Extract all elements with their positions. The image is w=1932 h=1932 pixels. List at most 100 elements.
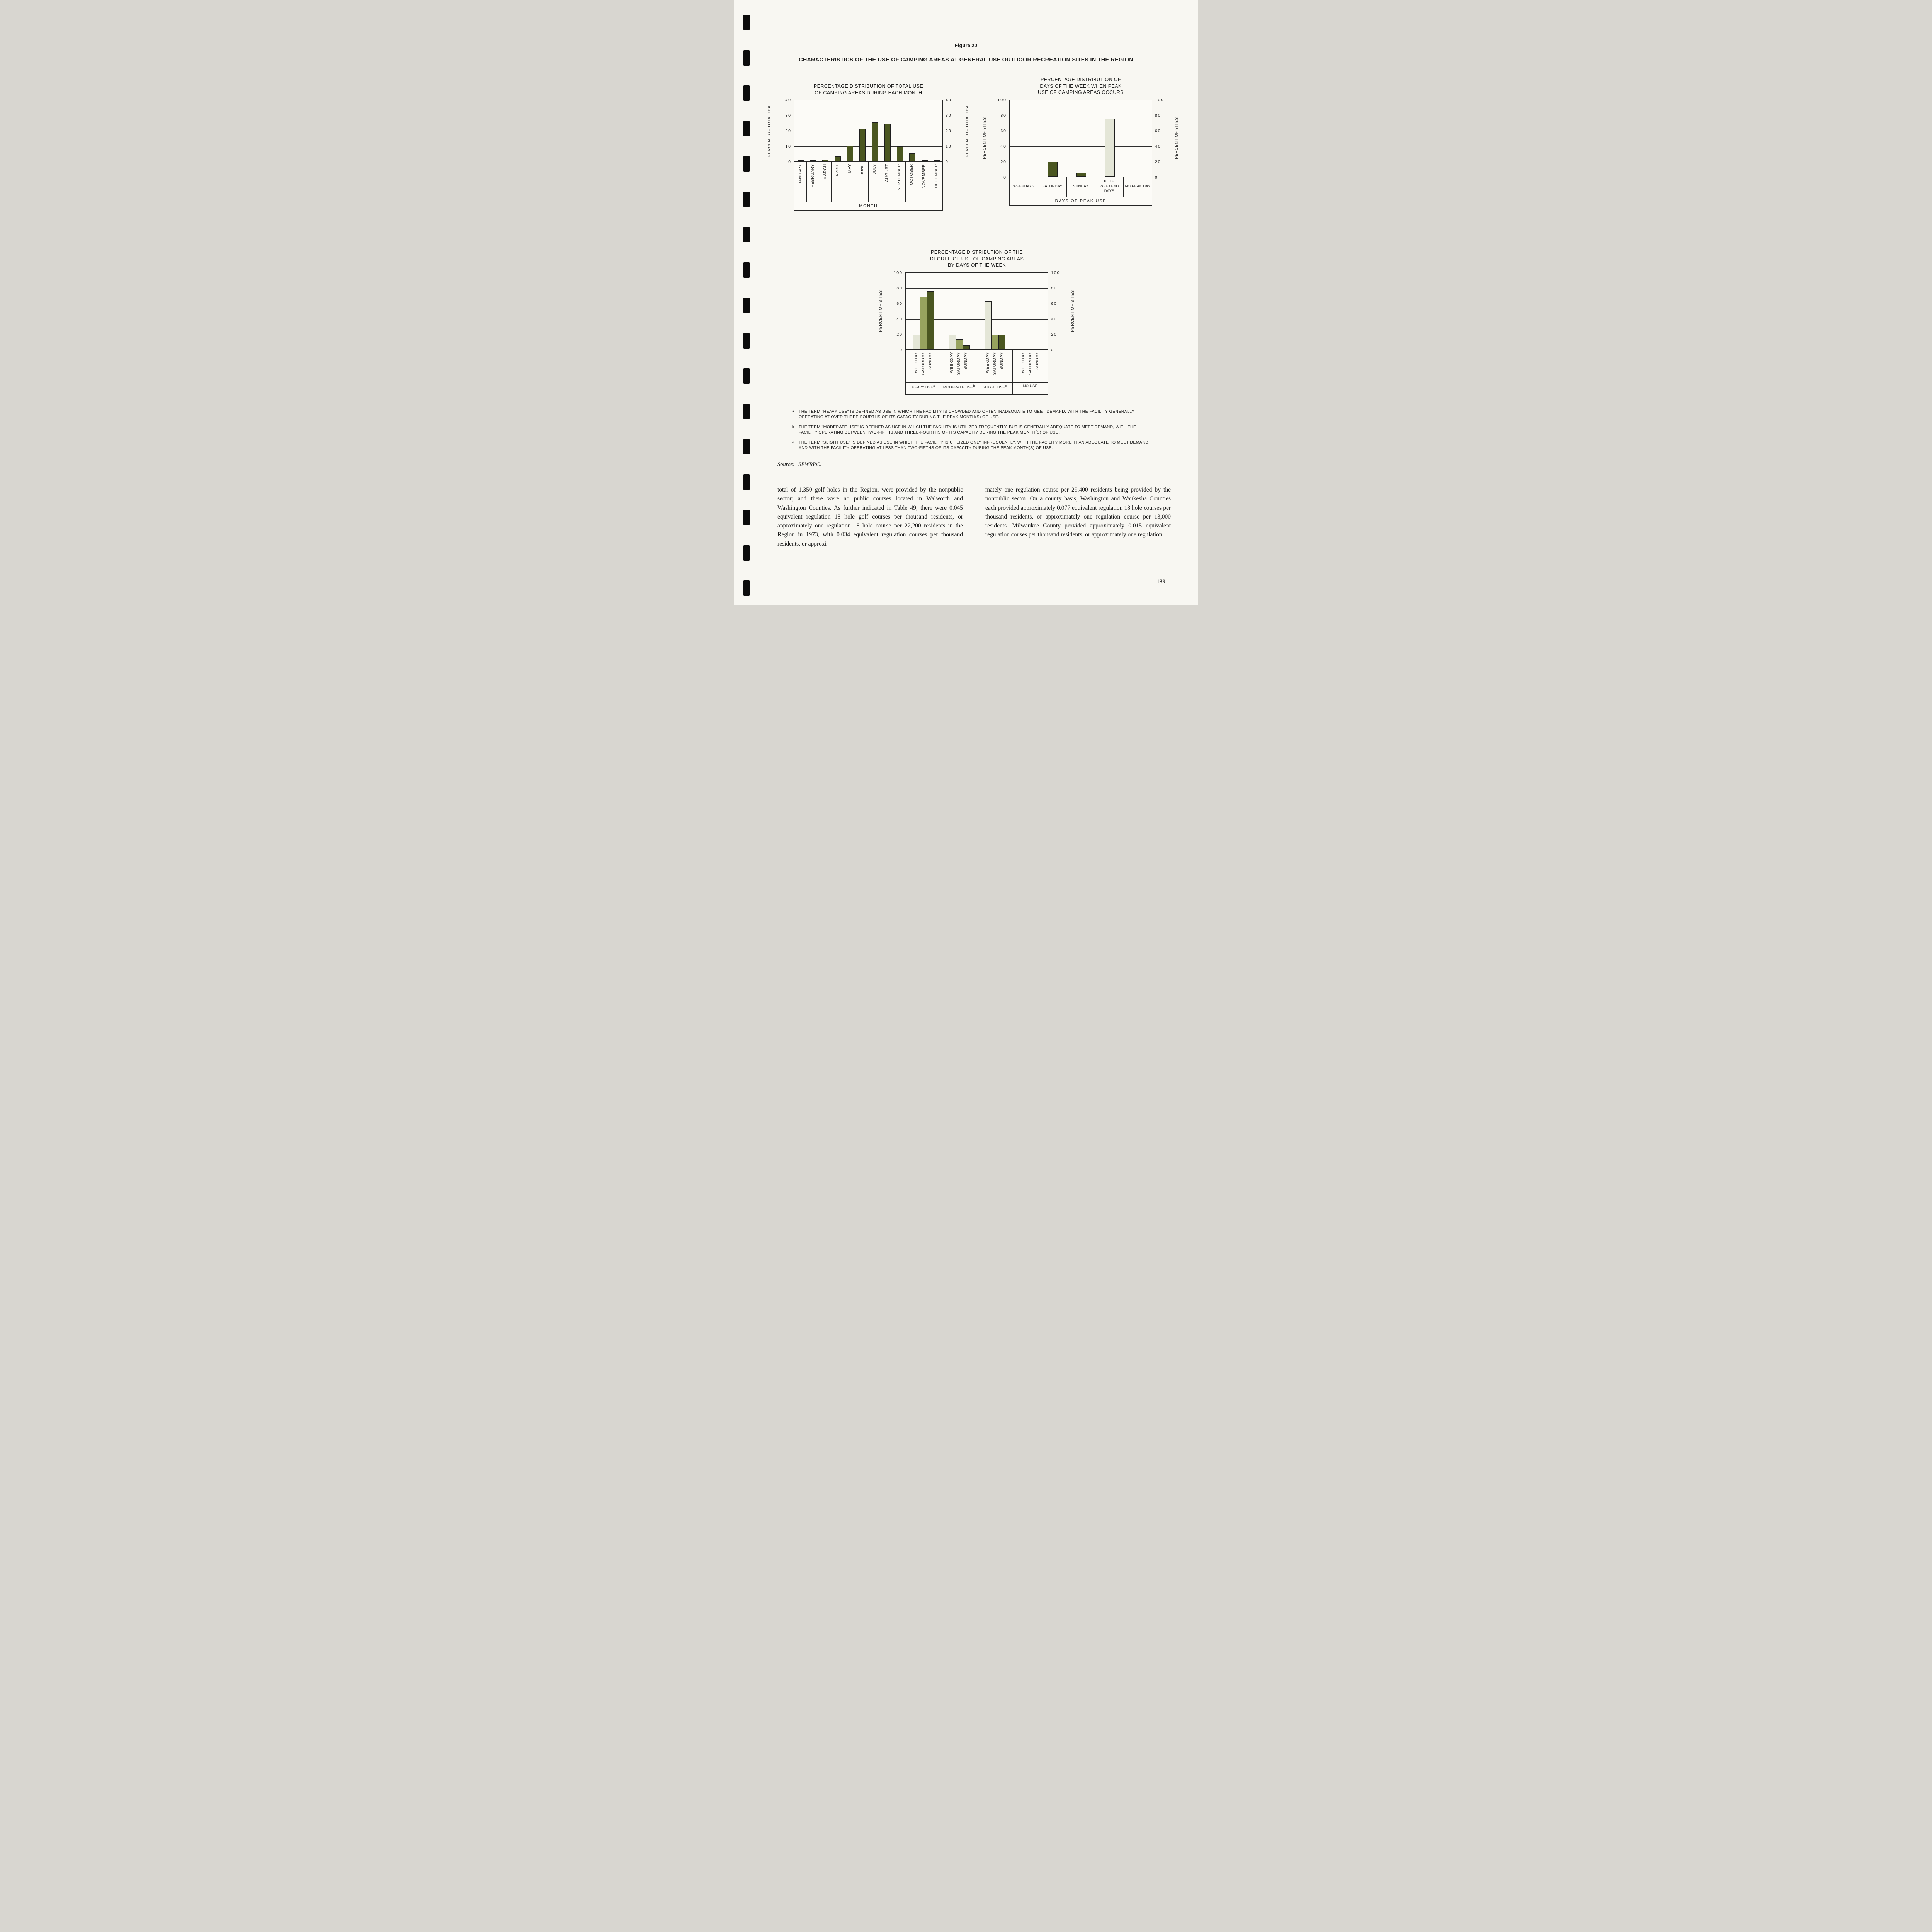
bar	[956, 339, 963, 349]
series-label: WEEKDAY	[1021, 352, 1026, 373]
plot-area: 0 0 20 20 40 40 60 60 80 80 100 100 PERCENT OF SITES…	[983, 98, 1179, 180]
y-tick-label: 80	[1051, 286, 1057, 291]
chart-canvas: 0 0 20 20 40 40 60 60 80 80 100 100 PERCENT OF SITES…	[879, 270, 1075, 395]
category-cell: BOTH WEEKEND DAYS	[1095, 177, 1123, 197]
binding-hole	[743, 227, 750, 242]
category-axis: JANUARY FEBRUARY MARCH APRIL MAY JUNE JULY AUGU…	[794, 162, 943, 202]
group-label-cell: MODERATE USEb	[941, 382, 976, 394]
category-cell: WEEKDAY SATURDAY SUNDAY	[1012, 349, 1048, 382]
group-label: MODERATE USE	[943, 385, 973, 389]
y-tick-label: 30	[785, 113, 791, 118]
category-cell: APRIL	[831, 162, 844, 202]
body-text-column-1: total of 1,350 golf holes in the Region,…	[777, 486, 963, 547]
footnote-text: THE TERM "SLIGHT USE" IS DEFINED AS USE …	[799, 440, 1150, 451]
binding-hole	[743, 545, 750, 561]
y-axis-label-text: PERCENT OF SITES	[879, 290, 883, 332]
y-tick-label: 40	[1155, 144, 1161, 149]
category-label: OCTOBER	[910, 164, 914, 185]
document-page: Figure 20 CHARACTERISTICS OF THE USE OF …	[734, 0, 1198, 605]
bar	[985, 301, 992, 349]
x-axis-title: DAYS OF PEAK USE	[1009, 197, 1152, 206]
bar	[913, 334, 920, 349]
binding-hole	[743, 121, 750, 136]
series-label-slot: SUNDAY	[927, 352, 934, 370]
category-label: AUGUST	[885, 164, 889, 182]
source-value: SEWRPC.	[798, 461, 821, 468]
y-axis-label-text: PERCENT OF TOTAL USE	[965, 104, 969, 157]
gridline	[906, 319, 1048, 320]
gridline	[1010, 146, 1152, 147]
y-tick-label: 0	[788, 160, 791, 164]
series-label-slot: WEEKDAY	[949, 352, 956, 373]
series-label: SATURDAY	[1028, 352, 1032, 375]
plot-area: 0 0 10 10 20 20 30 30 40 40 PERCENT OF TOTAL USE PE…	[767, 98, 969, 164]
y-axis-label: PERCENT OF SITES	[1071, 273, 1075, 349]
binding-hole	[743, 262, 750, 278]
category-cell: NOVEMBER	[918, 162, 930, 202]
y-axis-label-text: PERCENT OF SITES	[1071, 290, 1075, 332]
chart-peak-day-distribution: PERCENTAGE DISTRIBUTION OF DAYS OF THE W…	[983, 77, 1179, 206]
series-label: SUNDAY	[964, 352, 968, 370]
y-axis-label: PERCENT OF TOTAL USE	[965, 100, 969, 161]
chart-monthly-use-distribution: PERCENTAGE DISTRIBUTION OF TOTAL USE OF …	[767, 83, 969, 211]
bar	[963, 345, 970, 349]
series-label: SUNDAY	[1035, 352, 1039, 370]
group-label: NO USE	[1023, 384, 1038, 388]
y-tick-label: 10	[785, 144, 791, 149]
series-label: SUNDAY	[928, 352, 933, 370]
chart-canvas: 0 0 10 10 20 20 30 30 40 40 PERCENT OF TOTAL USE PE…	[767, 98, 969, 211]
footnote-marker: c	[792, 440, 794, 444]
y-tick-label: 20	[946, 129, 952, 133]
category-label: JULY	[872, 164, 877, 174]
y-axis-label: PERCENT OF TOTAL USE	[767, 100, 772, 161]
group-label: HEAVY USE	[912, 385, 934, 389]
category-cell: WEEKDAY SATURDAY SUNDAY	[976, 349, 1012, 382]
bar	[949, 334, 956, 349]
bar	[872, 122, 878, 161]
binding-hole	[743, 510, 750, 525]
y-tick-label: 60	[1155, 128, 1161, 133]
body-text-column-2: mately one regulation course per 29,400 …	[985, 486, 1171, 538]
binding-hole	[743, 439, 750, 454]
bar	[909, 153, 915, 161]
y-tick-label: 100	[893, 270, 903, 275]
category-cell: JULY	[868, 162, 881, 202]
y-tick-label: 20	[785, 129, 791, 133]
page-number: 139	[1156, 578, 1166, 585]
series-label: WEEKDAY	[985, 352, 990, 373]
y-tick-label: 0	[1155, 175, 1158, 180]
category-label: MARCH	[823, 164, 827, 180]
y-tick-label: 20	[1155, 159, 1161, 164]
category-label: MAY	[848, 164, 852, 173]
category-cell: AUGUST	[881, 162, 893, 202]
chart-canvas: 0 0 20 20 40 40 60 60 80 80 100 100 PERCENT OF SITES…	[983, 98, 1179, 206]
series-label-slot: WEEKDAY	[913, 352, 920, 373]
y-tick-label: 30	[946, 113, 952, 118]
series-label-slot: WEEKDAY	[1020, 352, 1027, 373]
category-label: JANUARY	[798, 164, 803, 184]
y-tick-label: 60	[896, 301, 903, 306]
y-tick-label: 0	[1003, 175, 1007, 180]
footnote-text: THE TERM "MODERATE USE" IS DEFINED AS US…	[799, 424, 1136, 435]
category-cell: FEBRUARY	[806, 162, 819, 202]
footnote: b THE TERM "MODERATE USE" IS DEFINED AS U…	[792, 424, 1155, 435]
y-tick-label: 0	[900, 347, 903, 352]
group-label: SLIGHT USE	[982, 385, 1005, 389]
footnote: c THE TERM "SLIGHT USE" IS DEFINED AS USE…	[792, 440, 1155, 451]
category-label: DECEMBER	[934, 164, 939, 189]
binding-hole	[743, 368, 750, 384]
footnote-marker: a	[792, 409, 794, 413]
chart-title: PERCENTAGE DISTRIBUTION OF DAYS OF THE W…	[1038, 77, 1124, 95]
category-cell: NO PEAK DAY	[1123, 177, 1152, 197]
group-label-cell: HEAVY USEa	[906, 383, 941, 394]
y-axis-label-text: PERCENT OF SITES	[1175, 117, 1179, 159]
bar	[835, 156, 841, 161]
series-label-slot: SATURDAY	[920, 352, 927, 375]
series-label-slot: SATURDAY	[991, 352, 998, 375]
series-label: SATURDAY	[921, 352, 926, 375]
y-tick-label: 80	[1155, 113, 1161, 118]
chart-degree-of-use-distribution: PERCENTAGE DISTRIBUTION OF THE DEGREE OF…	[879, 249, 1075, 395]
y-tick-label: 100	[1155, 97, 1164, 102]
binding-hole	[743, 403, 750, 419]
category-label: SEPTEMBER	[897, 164, 901, 190]
